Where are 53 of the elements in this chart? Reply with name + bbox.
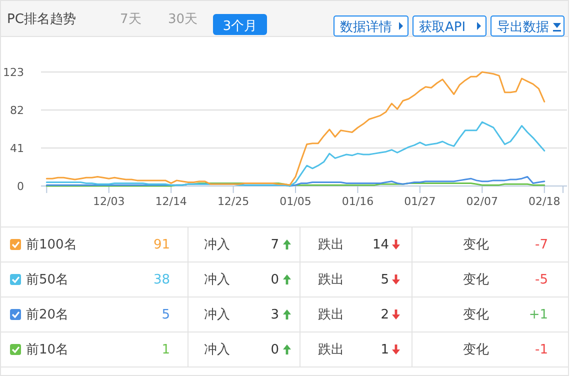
text: 变化 (463, 342, 489, 358)
chart-title: PC排名趋势 (7, 12, 76, 27)
line-series (46, 71, 546, 186)
y-tick-label: 41 (10, 142, 24, 155)
text: 91 (153, 238, 170, 252)
x-tick-label: 12/14 (155, 195, 187, 208)
x-tick-label: 01/27 (404, 195, 436, 208)
y-tick-label: 0 (17, 180, 24, 193)
text: -1 (535, 342, 548, 358)
text: 导出数据 (497, 20, 549, 35)
x-tick-label: 12/25 (217, 195, 250, 208)
x-tick-label: 02/18 (528, 195, 560, 208)
text: 获取API (419, 20, 466, 35)
text: 5 (162, 308, 170, 322)
legend-label: 前20名 (26, 308, 69, 322)
text: 1 (380, 342, 389, 358)
text: 冲入 (204, 238, 230, 252)
text: 30天 (168, 12, 198, 27)
x-tick-label: 02/07 (466, 195, 498, 208)
text: 0 (270, 272, 279, 288)
text: 冲入 (204, 272, 230, 288)
x-tick-label: 01/05 (280, 195, 312, 208)
x-tick-label: 01/16 (342, 195, 374, 208)
text: 38 (153, 272, 170, 288)
text: 冲入 (204, 342, 230, 358)
text: 2 (380, 308, 389, 322)
text: 跌出 (318, 272, 344, 288)
text: 数据详情 (340, 20, 392, 35)
text: 变化 (463, 272, 489, 288)
text: 3 (270, 308, 279, 322)
text: 7 (270, 238, 279, 252)
text: 跌出 (318, 342, 344, 358)
x-tick-label: 12/03 (93, 195, 125, 208)
text: 3个月 (222, 19, 258, 34)
text: 跌出 (318, 238, 344, 252)
text: 0 (270, 342, 279, 358)
y-tick-label: 123 (3, 66, 24, 79)
text: +1 (528, 308, 548, 322)
y-tick-label: 82 (10, 104, 24, 117)
text: -7 (535, 238, 548, 252)
legend-label: 前100名 (26, 238, 77, 252)
line-series (46, 121, 546, 187)
text: 5 (380, 272, 389, 288)
text: 14 (372, 238, 389, 252)
text: 跌出 (318, 308, 344, 322)
text: 冲入 (204, 308, 230, 322)
legend-label: 前50名 (26, 272, 69, 288)
text: -5 (535, 272, 548, 288)
text: 1 (162, 342, 170, 358)
text: 变化 (463, 238, 489, 252)
text: 7天 (120, 12, 142, 27)
legend-label: 前10名 (26, 342, 69, 358)
text: 变化 (463, 308, 489, 322)
